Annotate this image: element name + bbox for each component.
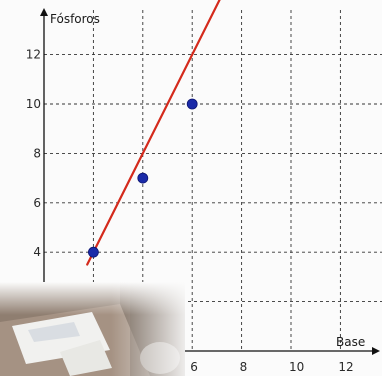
series [86,0,221,266]
data-points [88,98,198,258]
x-axis-arrow-icon [372,347,380,355]
y-axis-label: Fósforos [50,12,100,26]
y-tick-label: 4 [33,245,41,259]
x-tick-labels: 6 8 10 12 [190,360,353,374]
x-axis-label: Base [336,335,365,349]
y-axis-arrow-icon [40,8,48,16]
y-tick-label: 10 [26,97,41,111]
series-line [86,0,221,266]
y-tick-label: 6 [33,196,41,210]
data-point [88,246,99,258]
y-tick-label: 12 [26,48,41,62]
horizontal-grid-lines [44,54,382,303]
data-point [137,172,149,184]
webcam-photo-overlay [0,282,185,376]
y-tick-label: 8 [33,146,41,160]
x-tick-label: 12 [338,360,353,374]
x-tick-label: 6 [190,360,198,374]
x-tick-label: 8 [240,360,248,374]
data-point [186,98,198,110]
x-tick-label: 10 [289,360,304,374]
y-tick-labels: 4 6 8 10 12 [26,48,41,260]
